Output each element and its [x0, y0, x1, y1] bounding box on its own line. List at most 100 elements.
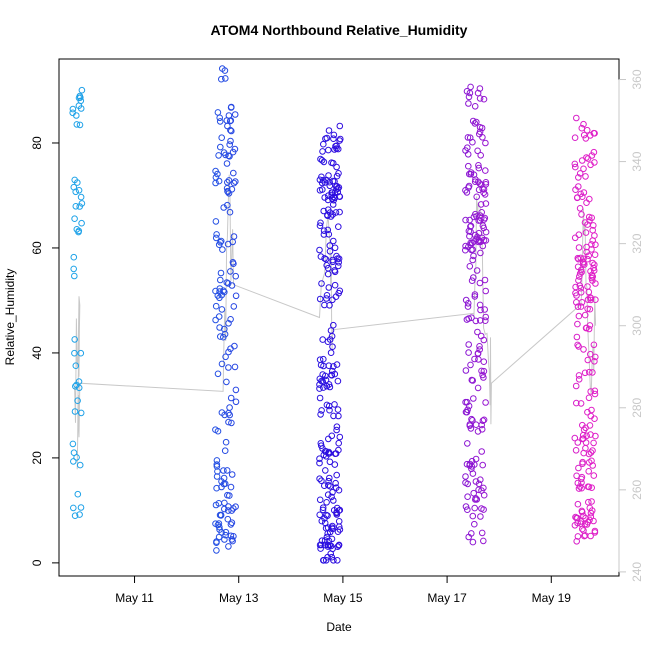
data-point	[464, 440, 471, 447]
data-point	[223, 279, 231, 286]
data-point	[72, 203, 80, 210]
chart-title: ATOM4 Northbound Relative_Humidity	[211, 22, 468, 38]
data-point	[318, 280, 325, 287]
data-point	[326, 178, 333, 186]
data-point	[330, 131, 338, 139]
data-point	[224, 491, 231, 499]
data-point	[334, 406, 342, 413]
data-point	[221, 411, 228, 419]
data-point	[480, 189, 488, 196]
data-point	[588, 457, 595, 465]
data-point	[225, 409, 232, 417]
data-point	[228, 419, 235, 427]
data-point	[221, 536, 228, 543]
data-point	[216, 114, 223, 122]
data-point	[479, 134, 486, 141]
data-point	[575, 174, 582, 181]
data-point	[579, 458, 586, 466]
data-point	[478, 529, 486, 537]
data-point	[325, 482, 332, 489]
data-point	[480, 216, 488, 223]
data-point	[466, 263, 474, 270]
data-point	[464, 493, 471, 501]
data-point	[214, 370, 222, 378]
data-point	[212, 316, 219, 324]
data-point	[318, 173, 325, 181]
data-point	[326, 182, 334, 190]
data-point	[581, 311, 589, 319]
data-point	[582, 173, 589, 180]
data-point	[325, 284, 333, 291]
data-point	[466, 422, 474, 430]
data-point	[324, 270, 332, 278]
data-point	[588, 241, 595, 248]
data-point	[571, 234, 579, 242]
y-axis-label: Relative_Humidity	[3, 269, 17, 366]
data-point	[70, 265, 77, 273]
data-point	[320, 355, 327, 363]
data-point	[575, 255, 582, 263]
data-point	[320, 158, 328, 166]
data-point	[71, 512, 79, 520]
data-point	[72, 383, 79, 390]
data-point	[585, 498, 592, 506]
data-point	[584, 305, 591, 313]
data-point	[588, 274, 596, 282]
data-point	[214, 292, 222, 299]
data-point	[318, 157, 326, 164]
data-point	[222, 528, 230, 536]
points-layer	[69, 65, 599, 564]
data-point	[336, 506, 344, 514]
data-point	[228, 186, 236, 193]
data-point	[214, 427, 222, 435]
data-point	[471, 355, 478, 363]
data-point	[325, 362, 333, 370]
data-point	[217, 512, 225, 519]
data-point	[333, 471, 341, 479]
data-point	[582, 229, 590, 236]
data-point	[324, 512, 331, 520]
data-point	[225, 320, 232, 327]
data-point	[477, 201, 485, 208]
data-point	[480, 224, 488, 232]
data-point	[578, 479, 585, 486]
data-point	[224, 507, 232, 514]
data-point	[219, 246, 226, 253]
data-point	[316, 394, 324, 402]
data-point	[71, 336, 78, 343]
data-point	[77, 349, 85, 357]
data-point	[326, 302, 333, 309]
data-point	[326, 242, 334, 249]
data-point	[469, 470, 477, 477]
data-point	[317, 219, 324, 227]
data-point	[477, 249, 484, 257]
data-point	[326, 474, 333, 482]
data-point	[321, 541, 329, 549]
data-point	[467, 361, 474, 369]
data-point	[470, 238, 478, 245]
data-point	[335, 518, 343, 525]
data-point	[586, 195, 593, 203]
data-point	[574, 500, 582, 508]
data-point	[466, 216, 473, 224]
data-point	[319, 506, 327, 514]
data-point	[482, 313, 490, 321]
data-point	[212, 520, 219, 528]
data-point	[467, 223, 474, 230]
data-point	[592, 353, 599, 361]
data-point	[582, 135, 590, 142]
data-point	[478, 421, 486, 429]
data-point	[322, 557, 330, 564]
data-point	[576, 270, 584, 277]
data-point	[316, 246, 323, 254]
data-point	[583, 324, 590, 332]
y2-tick-label: 260	[630, 480, 644, 500]
data-point	[317, 440, 325, 447]
data-point	[587, 532, 594, 540]
data-point	[465, 349, 472, 356]
data-point	[336, 193, 344, 200]
data-point	[583, 248, 590, 256]
data-point	[321, 482, 328, 490]
data-point	[232, 386, 240, 394]
data-point	[322, 376, 330, 384]
